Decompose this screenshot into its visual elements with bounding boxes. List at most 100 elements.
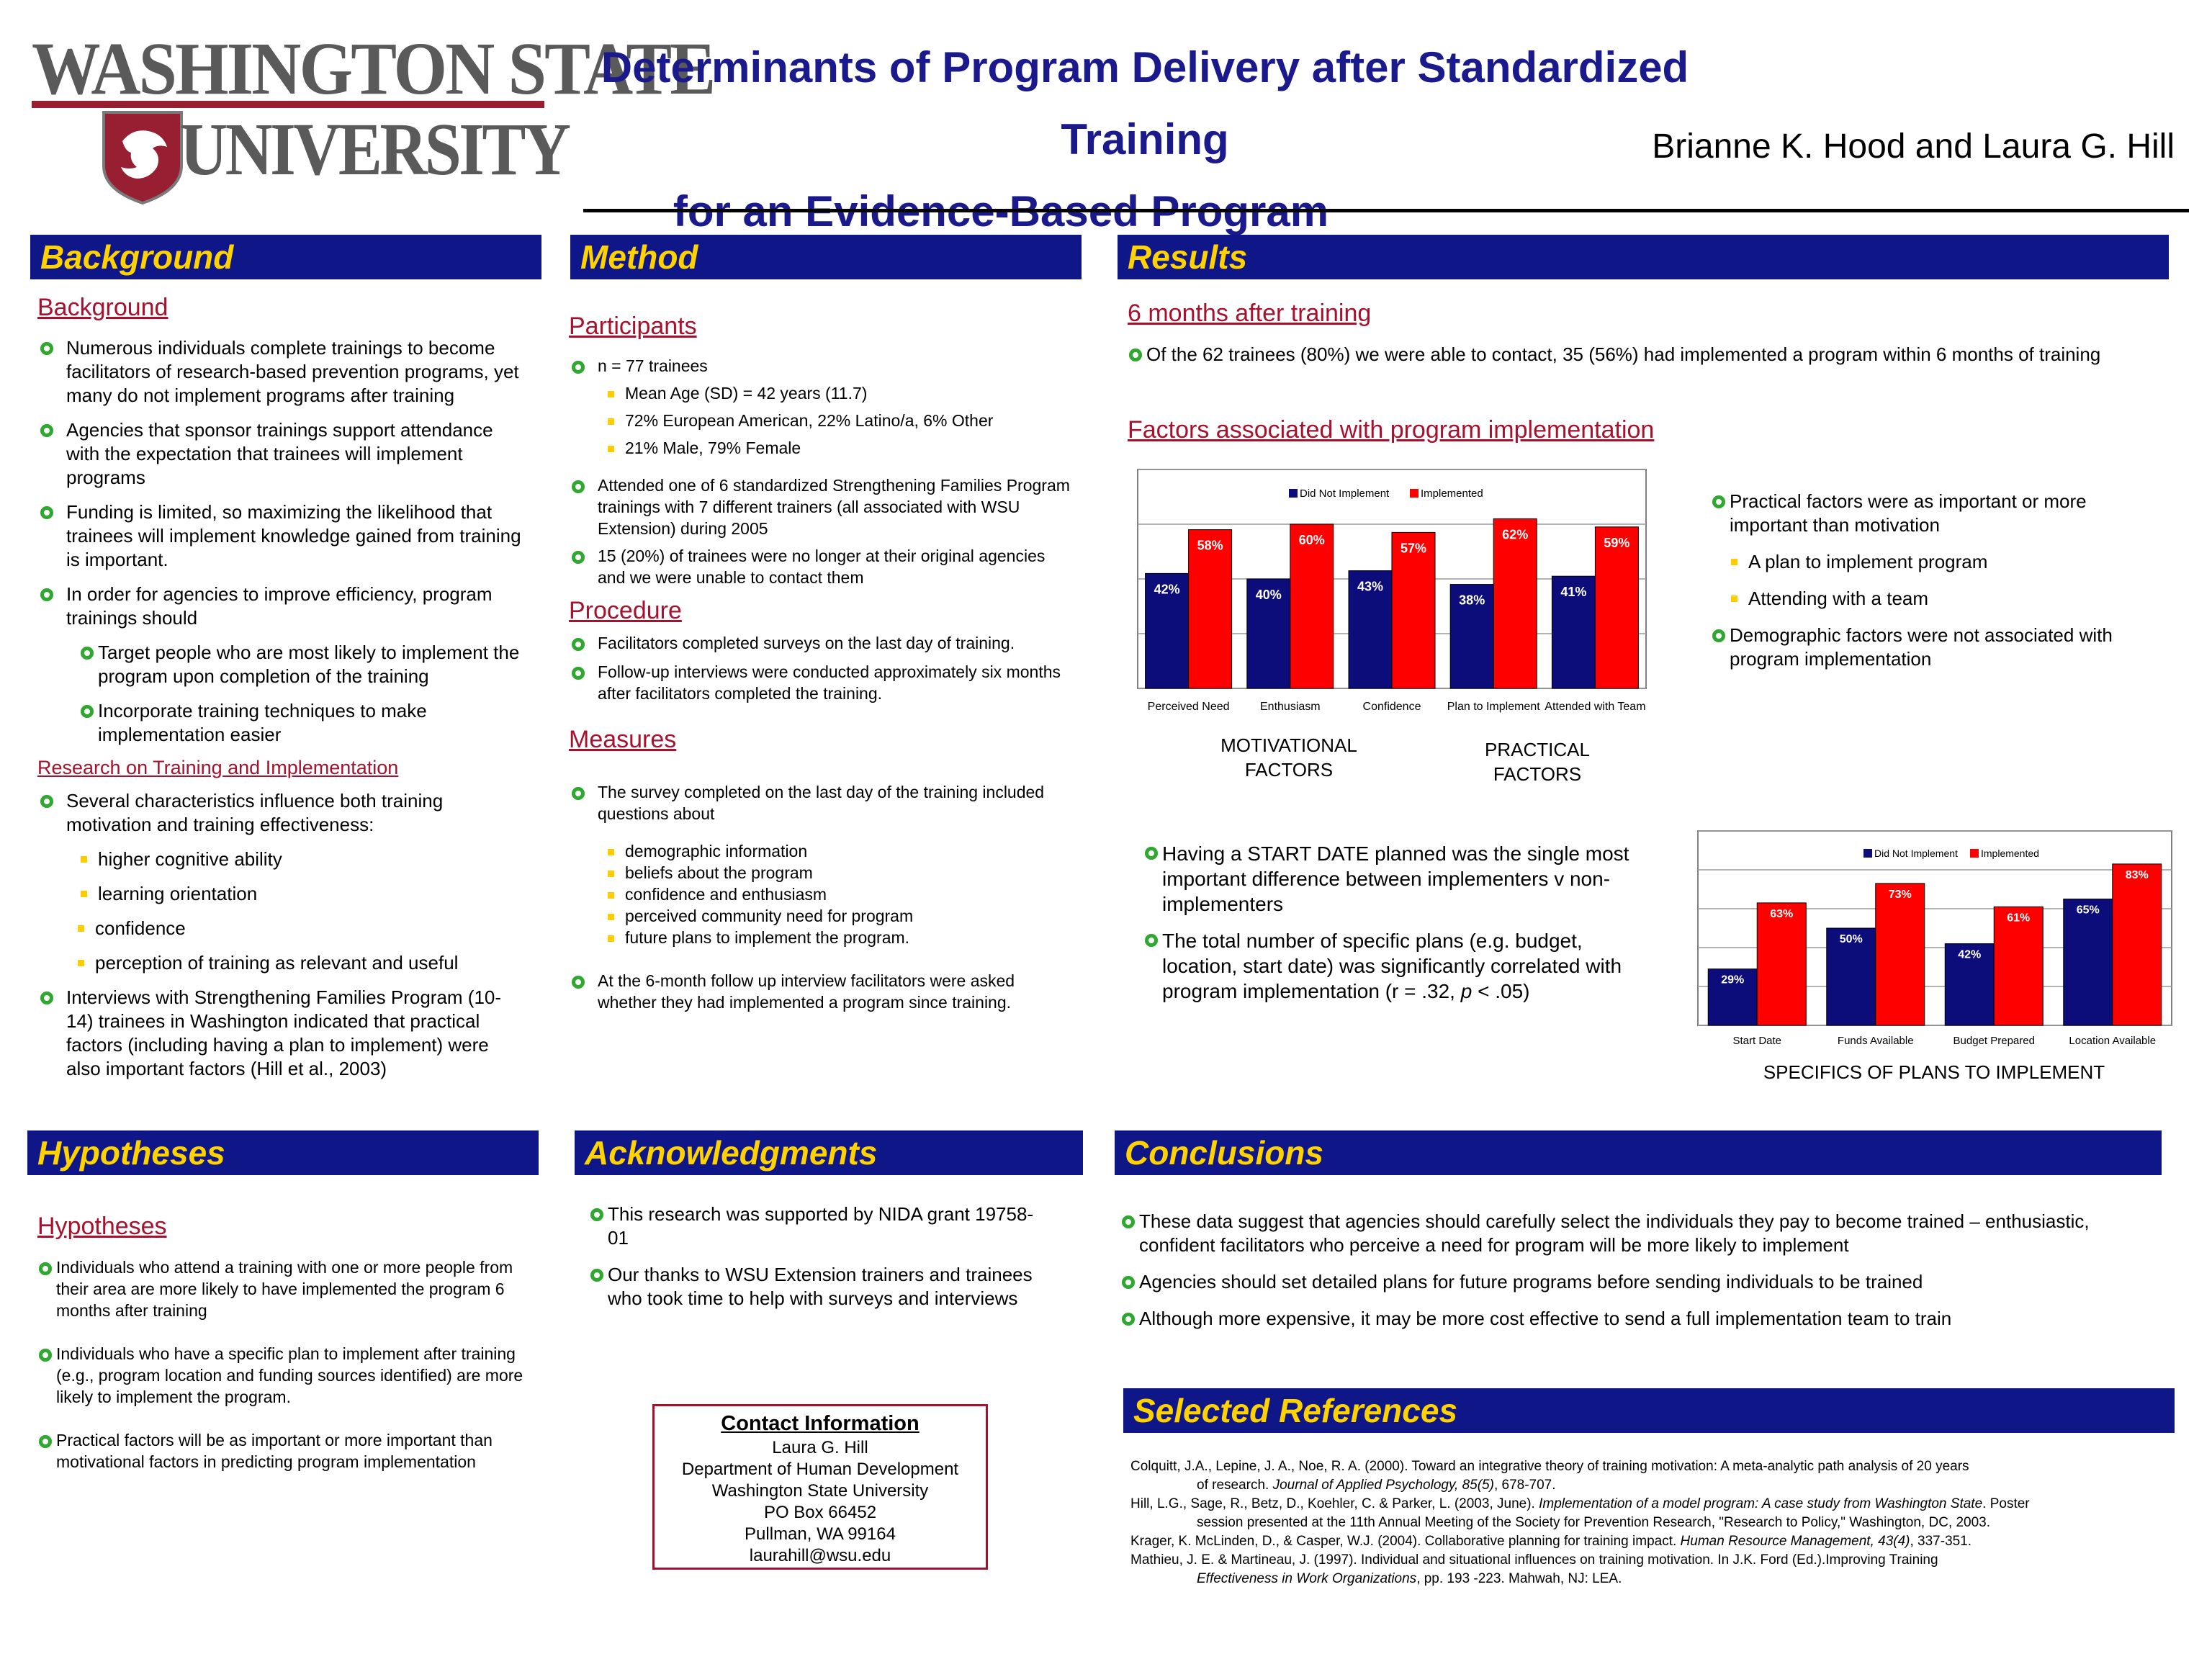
procedure-1: Facilitators completed surveys on the la… xyxy=(569,632,1073,654)
data-label: 50% xyxy=(1840,933,1863,945)
legend-swatch xyxy=(1970,849,1979,858)
method-bar-title: Method xyxy=(580,238,698,276)
background-bullet-4: In order for agencies to improve efficie… xyxy=(37,583,527,630)
reference-1-journal: Journal of Applied Psychology, 85(5) xyxy=(1272,1478,1494,1493)
bar xyxy=(1145,572,1190,689)
reference-1: Colquitt, J.A., Lepine, J. A., Noe, R. A… xyxy=(1130,1457,2167,1495)
participants-ethnicity: 72% European American, 22% Latino/a, 6% … xyxy=(605,410,1073,431)
background-bullet-6: Interviews with Strengthening Families P… xyxy=(37,986,527,1081)
reference-4-line-2: Effectiveness in Work Organizations, pp.… xyxy=(1130,1570,2167,1588)
characteristic-1: higher cognitive ability xyxy=(78,848,527,871)
reference-4-line-1: Mathieu, J. E. & Martineau, J. (1997). I… xyxy=(1130,1552,1938,1568)
hypotheses-bar-title: Hypotheses xyxy=(37,1134,225,1172)
data-label: 38% xyxy=(1459,593,1485,608)
contact-university: Washington State University xyxy=(711,1481,929,1501)
side-note-1: Practical factors were as important or m… xyxy=(1711,490,2164,537)
legend-swatch xyxy=(1289,489,1298,498)
background-subheading: Background xyxy=(37,294,168,321)
hypotheses-bar: Hypotheses xyxy=(27,1130,539,1175)
category-label: Plan to Implement xyxy=(1447,701,1541,713)
start-date-note-2-p: p xyxy=(1460,980,1473,1002)
data-label: 29% xyxy=(1721,974,1744,986)
logo-rule xyxy=(32,101,544,108)
conclusions-bar-title: Conclusions xyxy=(1125,1134,1324,1172)
cougar-shield-icon xyxy=(102,111,183,205)
category-label: Location Available xyxy=(2069,1035,2156,1047)
bar xyxy=(1246,578,1291,689)
background-bar-title: Background xyxy=(40,238,234,276)
reference-4: Mathieu, J. E. & Martineau, J. (1997). I… xyxy=(1130,1551,2167,1588)
contact-email[interactable]: laurahill@wsu.edu xyxy=(749,1546,891,1565)
reference-2-part-a: Hill, L.G., Sage, R., Betz, D., Koehler,… xyxy=(1130,1496,1539,1511)
conclusions-bar: Conclusions xyxy=(1115,1130,2162,1175)
contact-name: Laura G. Hill xyxy=(772,1438,868,1457)
reference-3-journal: Human Resource Management, 43(4) xyxy=(1680,1534,1910,1549)
measure-item-1: demographic information xyxy=(605,840,1073,862)
conclusion-1: These data suggest that agencies should … xyxy=(1120,1210,2136,1257)
specifics-chart: Did Not Implement Implemented 29% 63% Start … xyxy=(1697,830,2172,1047)
authors: Brianne K. Hood and Laura G. Hill xyxy=(1652,127,2175,166)
participants-age: Mean Age (SD) = 42 years (11.7) xyxy=(605,382,1073,404)
data-label: 59% xyxy=(1604,536,1629,550)
bar xyxy=(1944,943,1995,1026)
hypothesis-2: Individuals who have a specific plan to … xyxy=(37,1343,534,1408)
title-rule xyxy=(583,209,2189,212)
category-label: Funds Available xyxy=(1838,1035,1914,1047)
measures-2: At the 6-month follow up interview facil… xyxy=(569,970,1073,1013)
bar xyxy=(1875,883,1925,1026)
start-date-note-2-a: The total number of specific plans (e.g.… xyxy=(1162,930,1622,1002)
reference-3-part-a: Krager, K. McLinden, D., & Casper, W.J. … xyxy=(1130,1534,1681,1549)
background-bar: Background xyxy=(30,235,541,279)
bar xyxy=(1551,575,1596,689)
data-label: 42% xyxy=(1154,582,1180,596)
reference-2: Hill, L.G., Sage, R., Betz, D., Koehler,… xyxy=(1130,1495,2167,1532)
background-section: Background Numerous individuals complete… xyxy=(37,294,527,1081)
references-bar: Selected References xyxy=(1123,1388,2175,1433)
data-label: 41% xyxy=(1560,585,1586,599)
side-note-1b: Attending with a team xyxy=(1728,587,2164,611)
bar xyxy=(1493,518,1537,689)
logo-text-bottom: UNIVERSITY xyxy=(180,108,571,191)
reference-4-book: Effectiveness in Work Organizations xyxy=(1197,1571,1417,1586)
data-label: 65% xyxy=(2077,904,2100,917)
measures-subheading: Measures xyxy=(569,726,677,753)
bar xyxy=(1707,968,1758,1026)
characteristic-3: confidence xyxy=(75,917,527,940)
contact-box: Contact Information Laura G. Hill Depart… xyxy=(652,1404,988,1570)
start-date-note-2: The total number of specific plans (e.g.… xyxy=(1143,928,1647,1004)
reference-2-part-c: . Poster xyxy=(1982,1496,2030,1511)
measure-item-4: perceived community need for program xyxy=(605,905,1073,927)
start-date-note-1: Having a START DATE planned was the sing… xyxy=(1143,841,1647,917)
bar xyxy=(1756,902,1807,1026)
conclusion-3: Although more expensive, it may be more … xyxy=(1120,1307,2136,1331)
legend-label: Implemented xyxy=(1981,848,2039,859)
legend-label: Implemented xyxy=(1421,487,1483,500)
category-label: Budget Prepared xyxy=(1954,1035,2035,1047)
hypothesis-1: Individuals who attend a training with o… xyxy=(37,1256,534,1321)
conclusion-2: Agencies should set detailed plans for f… xyxy=(1120,1270,2136,1294)
results-bar-title: Results xyxy=(1128,238,1248,276)
data-label: 40% xyxy=(1256,588,1282,602)
hypothesis-3: Practical factors will be as important o… xyxy=(37,1429,534,1473)
method-bar: Method xyxy=(570,235,1082,279)
category-label: Confidence xyxy=(1363,701,1421,713)
measures-1: The survey completed on the last day of … xyxy=(569,781,1073,824)
references-bar-title: Selected References xyxy=(1133,1392,1458,1429)
measure-item-2: beliefs about the program xyxy=(605,862,1073,884)
bar xyxy=(2112,863,2162,1026)
data-label: 61% xyxy=(2007,912,2030,924)
background-bullet-1: Numerous individuals complete trainings … xyxy=(37,336,527,408)
background-bullet-4b: Incorporate training techniques to make … xyxy=(79,699,527,747)
bar xyxy=(1290,523,1334,689)
data-label: 73% xyxy=(1889,889,1912,901)
participants-gender: 21% Male, 79% Female xyxy=(605,437,1073,459)
references-list: Colquitt, J.A., Lepine, J. A., Noe, R. A… xyxy=(1130,1457,2167,1588)
legend-label: Did Not Implement xyxy=(1874,848,1958,859)
bar xyxy=(1188,529,1233,689)
category-label: Enthusiasm xyxy=(1260,701,1321,713)
participants-lost: 15 (20%) of trainees were no longer at t… xyxy=(569,545,1073,588)
side-note-1a: A plan to implement program xyxy=(1728,550,2164,574)
side-note-2: Demographic factors were not associated … xyxy=(1711,624,2164,671)
category-label: Perceived Need xyxy=(1148,701,1230,713)
wsu-logo: WASHINGTON STATE UNIVERSITY xyxy=(32,32,716,205)
